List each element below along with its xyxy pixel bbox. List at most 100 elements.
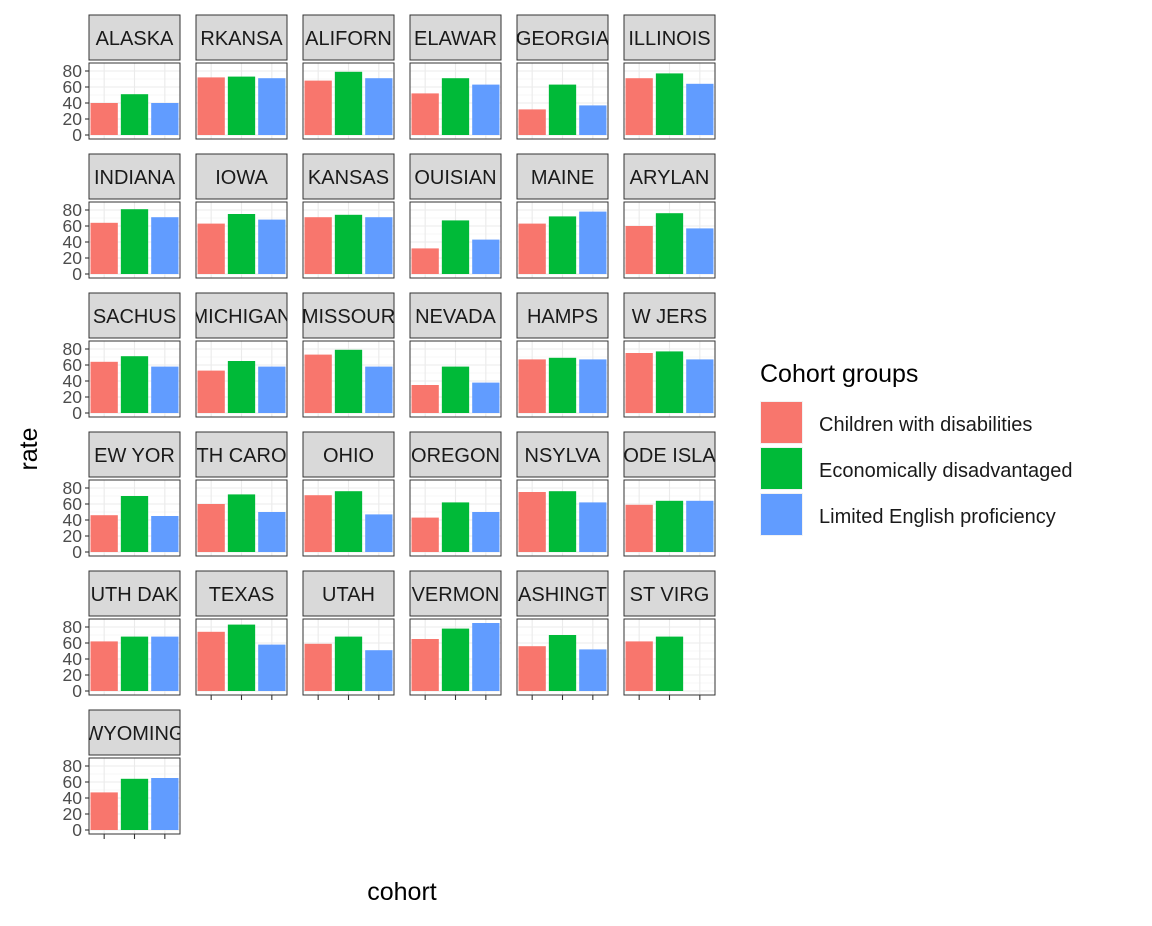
panel-border bbox=[516, 201, 609, 279]
bar bbox=[548, 491, 577, 552]
facet-panel: OUISIAN bbox=[409, 153, 502, 279]
bar bbox=[411, 517, 439, 552]
bar bbox=[227, 361, 256, 413]
bar bbox=[548, 216, 577, 274]
facet-strip-label: MICHIGAN bbox=[192, 306, 292, 328]
y-tick-label: 0 bbox=[72, 125, 82, 145]
facet-strip-label: IOWA bbox=[215, 167, 268, 189]
bar bbox=[686, 83, 714, 135]
facet-panel: IOWA bbox=[195, 153, 288, 279]
facet-strip bbox=[302, 292, 395, 339]
bar bbox=[579, 105, 607, 135]
bar bbox=[579, 502, 607, 552]
y-tick-label: 40 bbox=[63, 232, 83, 252]
facet-strip bbox=[88, 709, 181, 756]
bar bbox=[625, 641, 653, 691]
y-tick-label: 80 bbox=[63, 617, 83, 637]
facet-strip-label: ST VIRG bbox=[630, 584, 710, 606]
facet-strip-label: UTH DAK bbox=[91, 584, 179, 606]
y-tick-label: 20 bbox=[63, 387, 83, 407]
facet-strip-label: ALIFORN bbox=[305, 28, 392, 50]
bar bbox=[90, 515, 118, 552]
facet-strip bbox=[302, 14, 395, 61]
y-tick-label: 60 bbox=[63, 633, 83, 653]
facet-strip bbox=[195, 153, 288, 200]
legend-key bbox=[761, 402, 802, 443]
facet-strip bbox=[516, 14, 609, 61]
facet-panel: KANSAS bbox=[302, 153, 395, 279]
panel-border bbox=[516, 340, 609, 418]
bar bbox=[548, 635, 577, 691]
facet-strip-label: ASHINGT bbox=[518, 584, 607, 606]
bar bbox=[365, 514, 393, 552]
bar bbox=[120, 356, 149, 413]
panel-border bbox=[88, 62, 181, 140]
bar bbox=[625, 226, 653, 274]
bar bbox=[227, 76, 256, 135]
bar bbox=[686, 500, 714, 552]
facet-strip-label: MISSOUR bbox=[302, 306, 395, 328]
bar bbox=[518, 359, 546, 413]
bar bbox=[334, 491, 363, 552]
facet-strip bbox=[409, 153, 502, 200]
bar bbox=[334, 349, 363, 413]
bar bbox=[151, 103, 179, 135]
facet-strip bbox=[195, 292, 288, 339]
panel-border bbox=[623, 201, 716, 279]
bar bbox=[197, 223, 225, 274]
facet-strip bbox=[88, 14, 181, 61]
panel-border bbox=[623, 479, 716, 557]
facet-strip bbox=[302, 570, 395, 617]
bar bbox=[120, 636, 149, 691]
panel-border bbox=[195, 62, 288, 140]
facet-strip-label: ODE ISLA bbox=[623, 445, 716, 467]
facet-strip-label: WYOMING bbox=[85, 723, 185, 745]
bar bbox=[304, 643, 332, 691]
facet-strip bbox=[623, 570, 716, 617]
facet-panel: UTAH bbox=[302, 570, 395, 700]
panel-border bbox=[623, 62, 716, 140]
bar bbox=[548, 84, 577, 135]
bar bbox=[258, 219, 286, 274]
bar bbox=[197, 504, 225, 552]
bar bbox=[90, 792, 118, 830]
facet-strip bbox=[516, 570, 609, 617]
facet-strip-label: NEVADA bbox=[415, 306, 496, 328]
facet-panel: TH CARO bbox=[195, 431, 288, 557]
bar bbox=[304, 354, 332, 413]
bar bbox=[686, 359, 714, 413]
facet-strip bbox=[88, 431, 181, 478]
bar bbox=[304, 80, 332, 135]
bar bbox=[472, 512, 500, 552]
bar bbox=[472, 84, 500, 135]
facet-strip-label: EW YOR bbox=[94, 445, 175, 467]
bar bbox=[686, 228, 714, 274]
y-tick-label: 40 bbox=[63, 510, 83, 530]
facet-strip bbox=[302, 153, 395, 200]
bar bbox=[120, 496, 149, 552]
bar bbox=[472, 382, 500, 413]
x-axis-title: cohort bbox=[367, 878, 437, 906]
facet-strip bbox=[516, 292, 609, 339]
facet-strip-label: OHIO bbox=[323, 445, 374, 467]
facet-panel: NSYLVA bbox=[516, 431, 609, 557]
bar bbox=[579, 211, 607, 274]
panel-border bbox=[409, 62, 502, 140]
legend-title: Cohort groups bbox=[760, 360, 918, 388]
panel-border bbox=[409, 201, 502, 279]
panel-border bbox=[88, 618, 181, 696]
y-tick-label: 0 bbox=[72, 403, 82, 423]
y-tick-label: 20 bbox=[63, 248, 83, 268]
y-tick-label: 0 bbox=[72, 264, 82, 284]
bar bbox=[518, 492, 546, 552]
facet-strip bbox=[88, 153, 181, 200]
bar bbox=[655, 500, 684, 552]
bar bbox=[411, 93, 439, 135]
bar bbox=[655, 213, 684, 274]
bar bbox=[90, 222, 118, 274]
panel-border bbox=[516, 479, 609, 557]
facet-strip-label: SACHUS bbox=[93, 306, 176, 328]
